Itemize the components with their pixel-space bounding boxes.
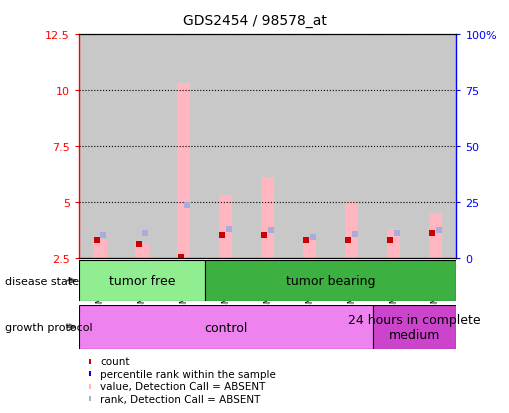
Bar <box>177 84 190 258</box>
Text: growth protocol: growth protocol <box>5 322 93 332</box>
Bar <box>79 306 372 349</box>
Bar <box>302 240 316 258</box>
Text: 24 hours in complete
medium: 24 hours in complete medium <box>348 313 480 341</box>
Text: tumor bearing: tumor bearing <box>286 274 375 287</box>
Text: control: control <box>204 321 247 334</box>
Bar <box>205 260 456 301</box>
Bar <box>261 178 274 258</box>
Text: disease state: disease state <box>5 276 79 286</box>
Bar <box>330 35 372 258</box>
Bar <box>93 240 106 258</box>
Text: value, Detection Call = ABSENT: value, Detection Call = ABSENT <box>100 381 265 391</box>
Text: count: count <box>100 356 130 366</box>
Bar <box>205 35 246 258</box>
Bar <box>135 245 148 258</box>
Bar <box>79 35 121 258</box>
Bar <box>219 196 232 258</box>
Bar <box>414 35 456 258</box>
Bar <box>246 35 288 258</box>
Bar <box>372 35 414 258</box>
Text: tumor free: tumor free <box>108 274 175 287</box>
Bar <box>372 306 456 349</box>
Bar <box>79 260 205 301</box>
Text: GDS2454 / 98578_at: GDS2454 / 98578_at <box>183 14 326 28</box>
Bar <box>344 202 357 258</box>
Bar <box>162 35 205 258</box>
Bar <box>121 35 162 258</box>
Text: percentile rank within the sample: percentile rank within the sample <box>100 369 276 379</box>
Bar <box>428 214 441 258</box>
Text: rank, Detection Call = ABSENT: rank, Detection Call = ABSENT <box>100 394 260 404</box>
Bar <box>386 229 400 258</box>
Bar <box>288 35 330 258</box>
